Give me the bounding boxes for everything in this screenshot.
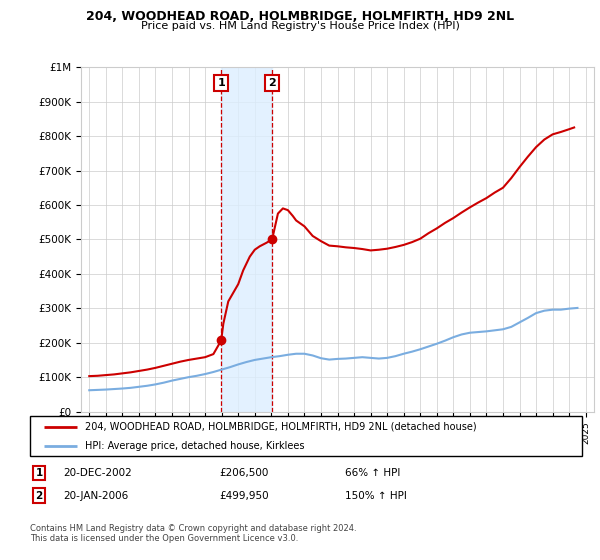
Text: Price paid vs. HM Land Registry's House Price Index (HPI): Price paid vs. HM Land Registry's House … — [140, 21, 460, 31]
Text: 1: 1 — [217, 78, 225, 88]
Text: HPI: Average price, detached house, Kirklees: HPI: Average price, detached house, Kirk… — [85, 441, 305, 451]
Text: 204, WOODHEAD ROAD, HOLMBRIDGE, HOLMFIRTH, HD9 2NL: 204, WOODHEAD ROAD, HOLMBRIDGE, HOLMFIRT… — [86, 10, 514, 23]
Text: 1: 1 — [35, 468, 43, 478]
Text: Contains HM Land Registry data © Crown copyright and database right 2024.
This d: Contains HM Land Registry data © Crown c… — [30, 524, 356, 543]
Text: 204, WOODHEAD ROAD, HOLMBRIDGE, HOLMFIRTH, HD9 2NL (detached house): 204, WOODHEAD ROAD, HOLMBRIDGE, HOLMFIRT… — [85, 422, 477, 432]
Text: 2: 2 — [268, 78, 276, 88]
Text: £206,500: £206,500 — [219, 468, 268, 478]
Bar — [221, 67, 272, 412]
Text: 20-DEC-2002: 20-DEC-2002 — [63, 468, 132, 478]
Text: 66% ↑ HPI: 66% ↑ HPI — [345, 468, 400, 478]
Text: 20-JAN-2006: 20-JAN-2006 — [63, 491, 128, 501]
Text: 2: 2 — [35, 491, 43, 501]
Text: £499,950: £499,950 — [219, 491, 269, 501]
Text: 150% ↑ HPI: 150% ↑ HPI — [345, 491, 407, 501]
